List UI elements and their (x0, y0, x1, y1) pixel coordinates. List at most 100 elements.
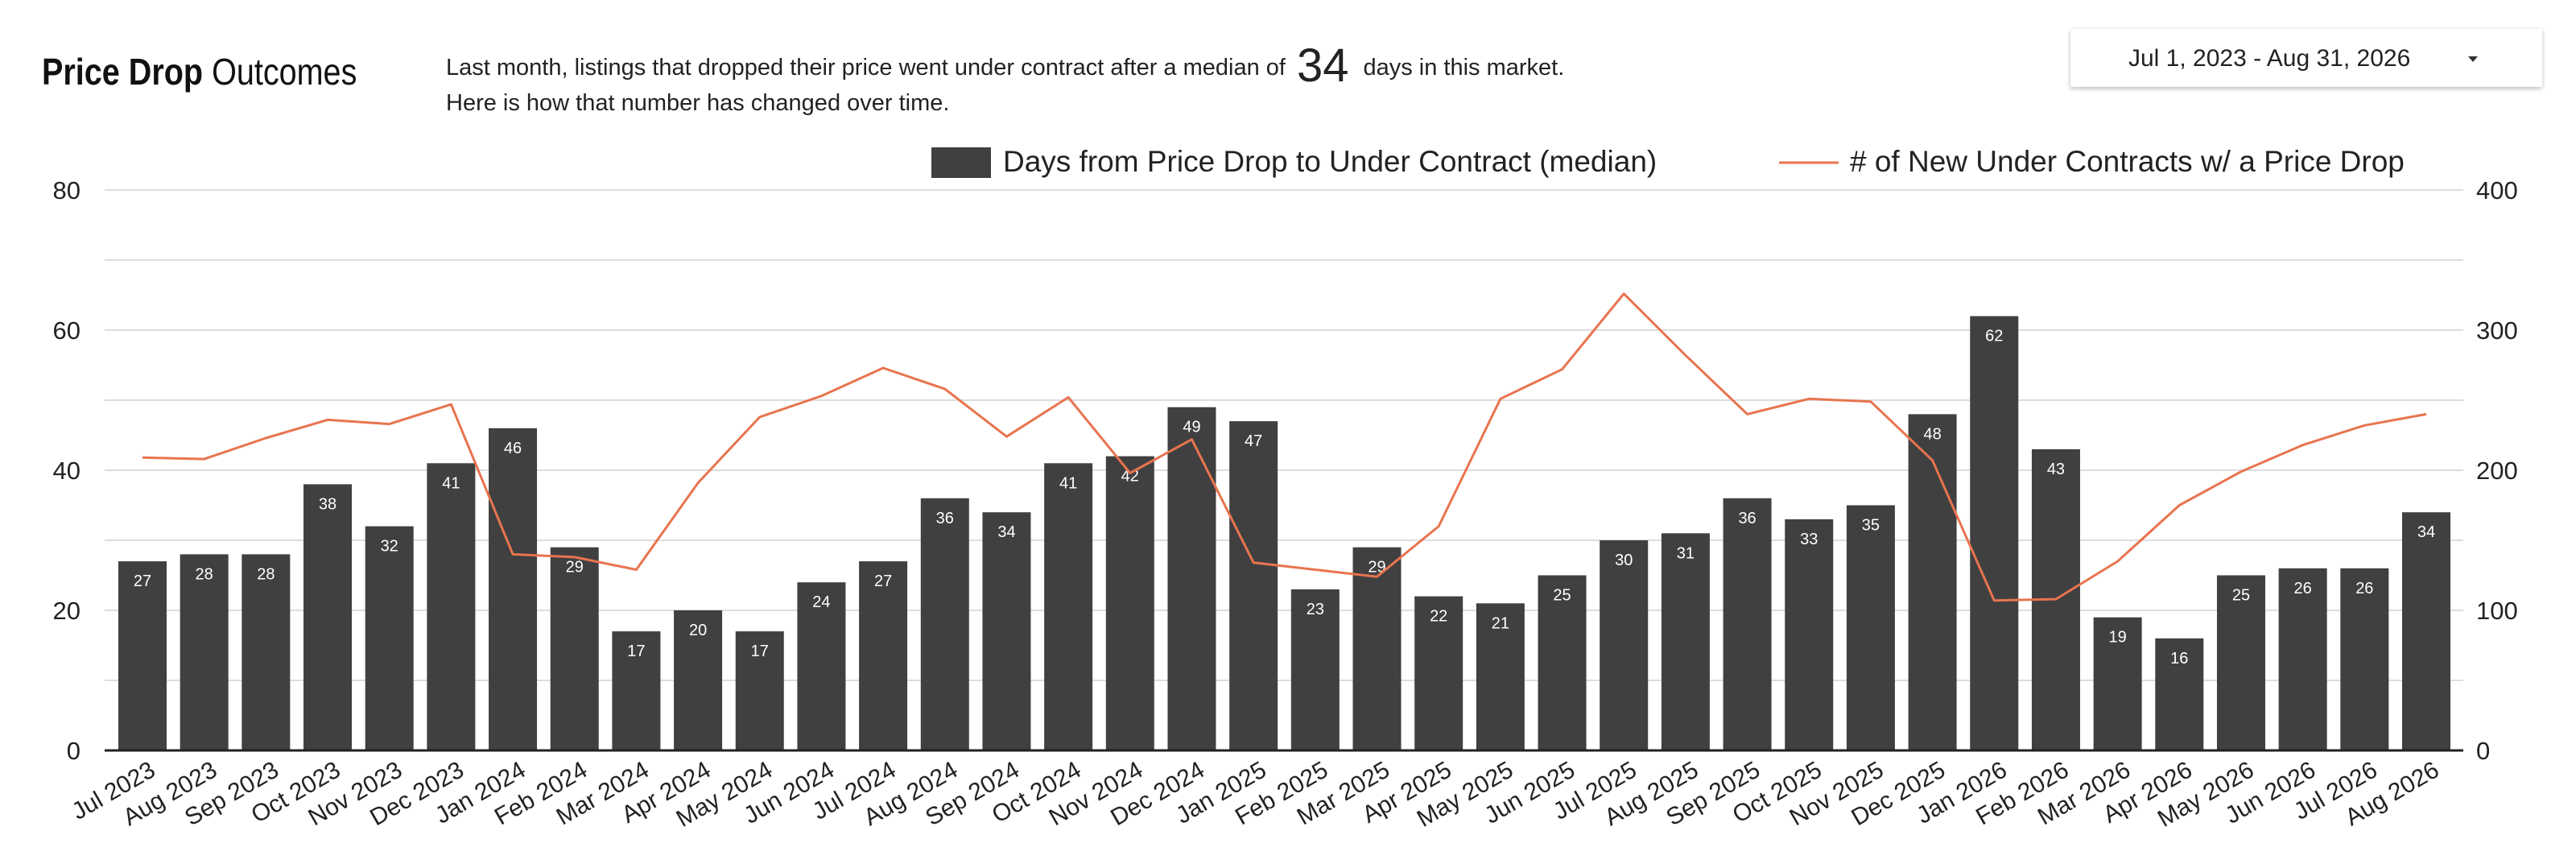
bar (2340, 568, 2389, 750)
bar-value-label: 32 (381, 538, 398, 556)
bar (612, 631, 661, 750)
bar (1908, 414, 1957, 750)
bar (550, 547, 599, 750)
legend-line-label: # of New Under Contracts w/ a Price Drop (1850, 145, 2405, 178)
bar (427, 463, 476, 750)
title-rest: Outcomes (212, 51, 357, 93)
y-left-tick-label: 40 (53, 457, 80, 485)
bar-value-label: 29 (566, 559, 584, 577)
bar-value-label: 30 (1615, 552, 1633, 569)
bar-value-label: 43 (2047, 461, 2065, 478)
bar-value-label: 48 (1923, 425, 1941, 443)
bar-value-label: 31 (1677, 544, 1695, 562)
bar (1414, 596, 1463, 750)
bar (1661, 533, 1710, 750)
summary-highlight-value: 34 (1296, 39, 1349, 92)
y-right-tick-label: 100 (2476, 597, 2518, 625)
bar-value-label: 27 (134, 572, 151, 590)
bar-value-label: 26 (2355, 580, 2373, 597)
bar-value-label: 33 (1800, 531, 1818, 548)
y-right-tick-label: 400 (2476, 176, 2518, 205)
bar-value-label: 49 (1183, 419, 1200, 436)
bar (365, 526, 414, 750)
bar-value-label: 41 (442, 474, 460, 492)
bar-value-label: 27 (874, 572, 892, 590)
y-left-tick-label: 20 (53, 597, 80, 625)
bar (2216, 575, 2265, 750)
line-series (142, 292, 2427, 602)
summary-text: Last month, listings that dropped their … (446, 43, 1565, 121)
page-title: Price Drop Outcomes (42, 50, 357, 93)
bar-value-label: 26 (2294, 580, 2312, 597)
title-bold: Price Drop (42, 51, 204, 93)
bar (1352, 547, 1402, 750)
date-range-label: Jul 1, 2023 - Aug 31, 2026 (2128, 45, 2411, 72)
bar (797, 582, 846, 750)
bar (1290, 589, 1340, 750)
summary-before: Last month, listings that dropped their … (446, 55, 1286, 81)
bar (2093, 617, 2142, 750)
bar (1600, 540, 1649, 750)
bar (1044, 463, 1093, 750)
date-range-picker[interactable]: Jul 1, 2023 - Aug 31, 2026 (2070, 29, 2542, 87)
bar-value-label: 34 (997, 523, 1015, 541)
summary-line-1: Last month, listings that dropped their … (446, 43, 1565, 89)
bar (118, 561, 167, 750)
bar-value-label: 46 (504, 440, 522, 457)
bar-value-label: 36 (936, 510, 954, 527)
bar (1723, 498, 1772, 750)
bar (735, 631, 784, 750)
bar-value-label: 17 (627, 643, 645, 660)
y-right-tick-label: 300 (2476, 316, 2518, 345)
summary-line-2: Here is how that number has changed over… (446, 90, 950, 116)
bar (1970, 316, 2019, 751)
y-left-tick-label: 80 (53, 176, 80, 205)
bar-value-label: 38 (319, 495, 336, 513)
bar-value-label: 41 (1059, 474, 1077, 492)
bar (859, 561, 908, 750)
bar (674, 610, 723, 750)
bar (920, 498, 969, 750)
bar-value-label: 28 (257, 565, 275, 583)
bar-value-label: 35 (1862, 517, 1880, 535)
y-left-tick-label: 60 (53, 316, 80, 345)
bar-value-label: 23 (1307, 601, 1324, 618)
bar-value-label: 34 (2417, 523, 2435, 541)
bar-value-label: 25 (1553, 587, 1571, 605)
bar-value-label: 21 (1492, 614, 1509, 632)
bar (1229, 421, 1278, 750)
y-left-tick-label: 0 (67, 737, 80, 765)
bar-value-label: 36 (1738, 510, 1756, 527)
bar (2278, 568, 2327, 750)
bar (1476, 603, 1525, 750)
bar (489, 428, 538, 750)
bar (1538, 575, 1587, 750)
chevron-down-icon[interactable] (2468, 56, 2478, 62)
bar (242, 554, 291, 750)
bar (303, 484, 353, 750)
bar-value-label: 16 (2170, 650, 2188, 668)
bar (180, 554, 229, 750)
bar (2155, 638, 2204, 750)
bar-value-label: 25 (2232, 587, 2250, 605)
bar (1105, 456, 1154, 750)
bar-value-label: 29 (1368, 559, 1385, 577)
bar-value-label: 17 (751, 643, 769, 660)
bar (2402, 512, 2450, 750)
y-right-tick-label: 0 (2476, 737, 2490, 765)
bar (982, 512, 1031, 750)
bar-value-label: 47 (1245, 432, 1262, 450)
bar-value-label: 28 (196, 565, 213, 583)
bar-value-label: 19 (2108, 629, 2126, 647)
bar (1167, 407, 1216, 750)
legend-bar-swatch (931, 147, 991, 178)
bar (1785, 519, 1834, 750)
summary-after: days in this market. (1363, 55, 1565, 81)
bar (1846, 505, 1895, 750)
bar-value-label: 20 (689, 622, 707, 639)
legend-bar-label: Days from Price Drop to Under Contract (… (1003, 145, 1657, 178)
y-right-tick-label: 200 (2476, 457, 2518, 485)
bar-value-label: 22 (1430, 608, 1447, 626)
